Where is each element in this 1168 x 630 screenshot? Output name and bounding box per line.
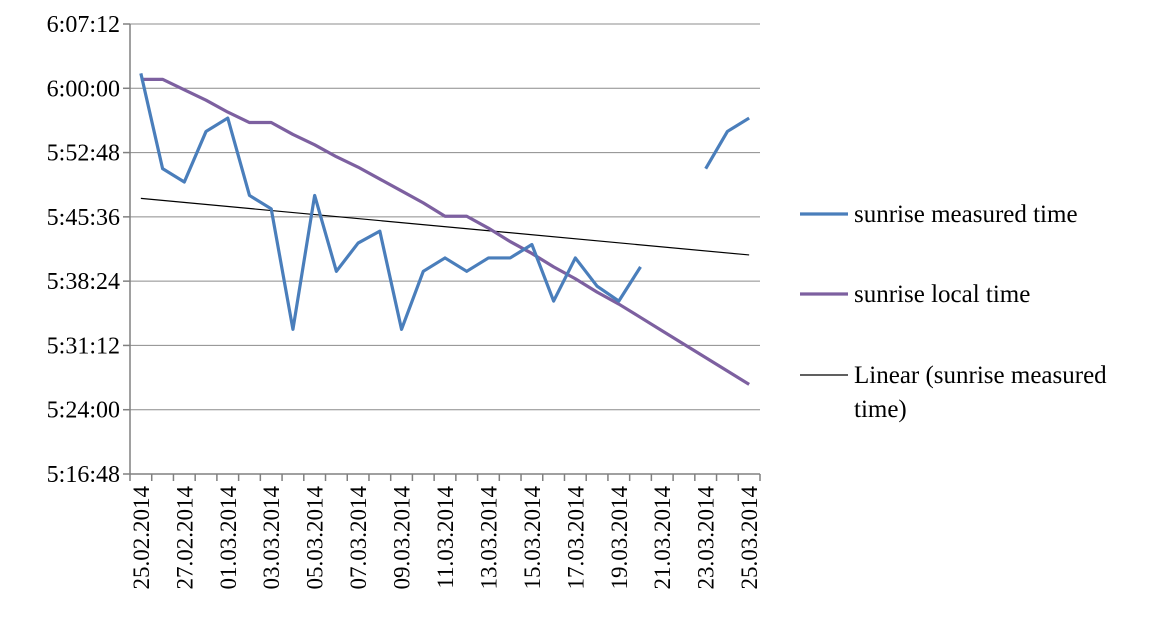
y-tick-label: 6:00:00 — [47, 76, 120, 102]
x-tick-label: 15.03.2014 — [520, 486, 545, 590]
y-tick-label: 6:07:12 — [47, 12, 120, 38]
y-axis-tick-labels: 5:16:48 5:24:00 5:31:12 5:38:24 5:45:36 5:52:… — [47, 12, 120, 488]
y-tick-label: 5:31:12 — [47, 333, 120, 359]
x-tick-label: 23.03.2014 — [694, 486, 719, 590]
x-tick-label: 07.03.2014 — [346, 486, 371, 590]
series-line-0 — [139, 73, 750, 331]
x-tick-label: 11.03.2014 — [433, 486, 458, 589]
y-tick-label: 5:38:24 — [47, 269, 120, 295]
x-tick-label: 25.03.2014 — [737, 486, 762, 590]
x-tick-label: 21.03.2014 — [650, 486, 675, 590]
y-tick-label: 5:16:48 — [47, 462, 120, 488]
x-tick-label: 01.03.2014 — [216, 486, 241, 590]
y-tick-label: 5:24:00 — [47, 398, 120, 424]
x-tick-label: 13.03.2014 — [476, 485, 501, 589]
x-tick-label: 17.03.2014 — [563, 486, 588, 590]
axes — [129, 24, 761, 481]
x-axis-tick-labels: 25.02.2014 27.02.2014 01.03.2014 03.03.2014… — [129, 485, 762, 589]
legend-label-2: Linear (sunrise measured time) — [854, 362, 1107, 423]
legend-label-line-2: time) — [854, 396, 907, 423]
trendline-series — [140, 197, 750, 256]
series-line-1 — [140, 77, 750, 386]
x-tick-label: 25.02.2014 — [129, 486, 154, 590]
legend-label-line-1: Linear (sunrise measured — [854, 362, 1107, 389]
x-tick-label: 03.03.2014 — [259, 486, 284, 590]
x-tick-label: 27.02.2014 — [172, 486, 197, 590]
x-tick-label: 05.03.2014 — [303, 486, 328, 590]
y-tick-label: 5:52:48 — [47, 141, 120, 167]
series-lines — [139, 73, 750, 386]
x-tick-label: 19.03.2014 — [607, 486, 632, 590]
gridlines — [123, 23, 760, 475]
x-tick-label: 09.03.2014 — [390, 486, 415, 590]
legend-label-0: sunrise measured time — [854, 201, 1078, 228]
legend: sunrise measured time sunrise local time L… — [800, 201, 1107, 423]
y-tick-label: 5:45:36 — [47, 205, 120, 231]
legend-label-1: sunrise local time — [854, 281, 1030, 308]
